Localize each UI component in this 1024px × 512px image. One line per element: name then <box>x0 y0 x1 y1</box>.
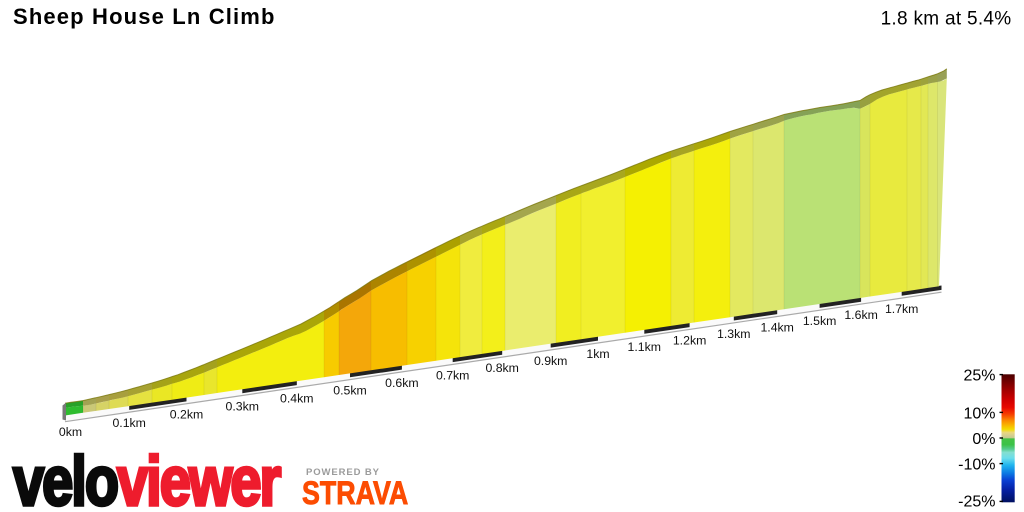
svg-text:1.5km: 1.5km <box>803 314 837 328</box>
svg-text:0.2km: 0.2km <box>170 408 204 422</box>
svg-text:1km: 1km <box>586 347 609 361</box>
svg-text:0%: 0% <box>972 431 995 448</box>
svg-text:0.1km: 0.1km <box>112 416 146 430</box>
svg-text:1.3km: 1.3km <box>717 327 751 341</box>
svg-text:0.7km: 0.7km <box>436 368 470 382</box>
svg-text:-25%: -25% <box>958 494 995 511</box>
svg-text:0.6km: 0.6km <box>385 376 419 390</box>
svg-text:10%: 10% <box>963 406 995 423</box>
svg-text:0.4km: 0.4km <box>280 391 314 405</box>
svg-text:Sheep House Ln Climb: Sheep House Ln Climb <box>13 4 276 29</box>
svg-text:0.3km: 0.3km <box>226 400 260 414</box>
svg-text:1.8 km at 5.4%: 1.8 km at 5.4% <box>881 9 1012 30</box>
svg-text:1.4km: 1.4km <box>760 320 794 334</box>
svg-text:1.2km: 1.2km <box>673 333 707 347</box>
svg-text:veloviewer: veloviewer <box>13 443 281 512</box>
svg-text:0.5km: 0.5km <box>333 384 367 398</box>
svg-text:1.7km: 1.7km <box>885 302 919 316</box>
svg-text:-10%: -10% <box>958 457 995 474</box>
svg-text:STRAVA: STRAVA <box>302 476 408 512</box>
svg-text:0.8km: 0.8km <box>485 361 519 375</box>
svg-text:0.9km: 0.9km <box>534 354 568 368</box>
svg-text:POWERED BY: POWERED BY <box>306 467 380 478</box>
svg-text:1.6km: 1.6km <box>844 308 878 322</box>
svg-text:0km: 0km <box>59 425 82 439</box>
svg-text:25%: 25% <box>963 368 995 385</box>
svg-text:1.1km: 1.1km <box>628 340 662 354</box>
